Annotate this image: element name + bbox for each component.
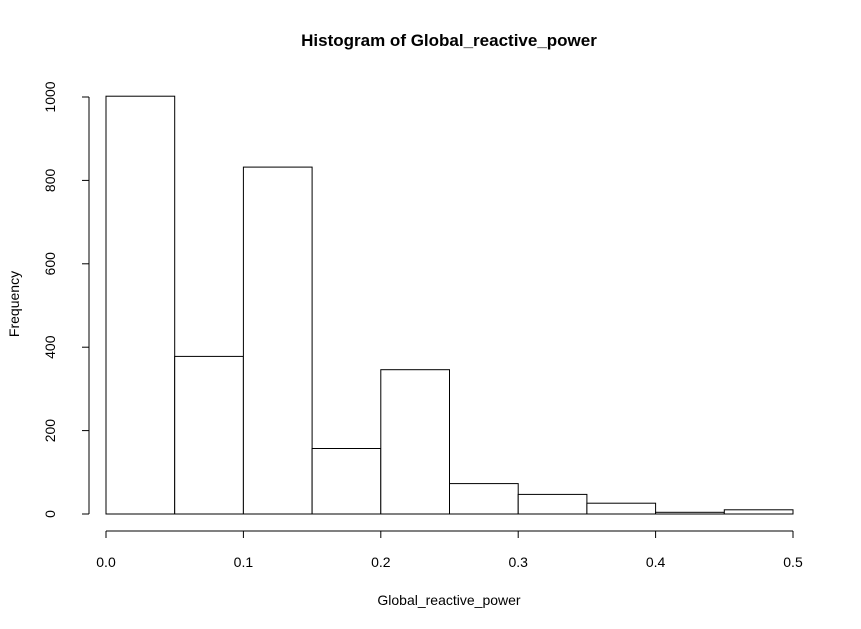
x-tick-label: 0.1 — [234, 554, 254, 570]
histogram-bar-4 — [380, 369, 450, 515]
histogram-bar-7 — [586, 502, 657, 515]
y-axis-label: Frequency — [6, 271, 22, 337]
y-tick-label: 400 — [42, 335, 58, 359]
x-tick-label: 0.3 — [508, 554, 528, 570]
histogram-bar-8 — [655, 511, 725, 515]
x-axis-label: Global_reactive_power — [377, 592, 521, 608]
chart-title: Histogram of Global_reactive_power — [301, 31, 597, 50]
histogram-bar-6 — [517, 493, 588, 515]
y-axis: 0 200 400 600 800 1000 — [42, 81, 90, 518]
y-tick-label: 200 — [42, 419, 58, 443]
y-tick-label: 800 — [42, 169, 58, 193]
y-tick-label: 600 — [42, 252, 58, 276]
x-tick-label: 0.4 — [646, 554, 666, 570]
x-axis: 0.0 0.1 0.2 0.3 0.4 0.5 — [96, 530, 803, 570]
histogram-bar-2 — [242, 166, 313, 515]
histogram-bar-1 — [174, 355, 244, 515]
bars-group — [105, 95, 794, 515]
histogram-bar-0 — [105, 95, 176, 515]
histogram-bar-5 — [449, 483, 519, 515]
histogram-bar-9 — [723, 509, 794, 515]
x-tick-label: 0.0 — [96, 554, 116, 570]
x-tick-label: 0.2 — [371, 554, 391, 570]
histogram-bar-3 — [311, 448, 382, 515]
x-tick-label: 0.5 — [783, 554, 803, 570]
y-tick-label: 0 — [42, 510, 58, 518]
y-tick-label: 1000 — [42, 81, 58, 112]
